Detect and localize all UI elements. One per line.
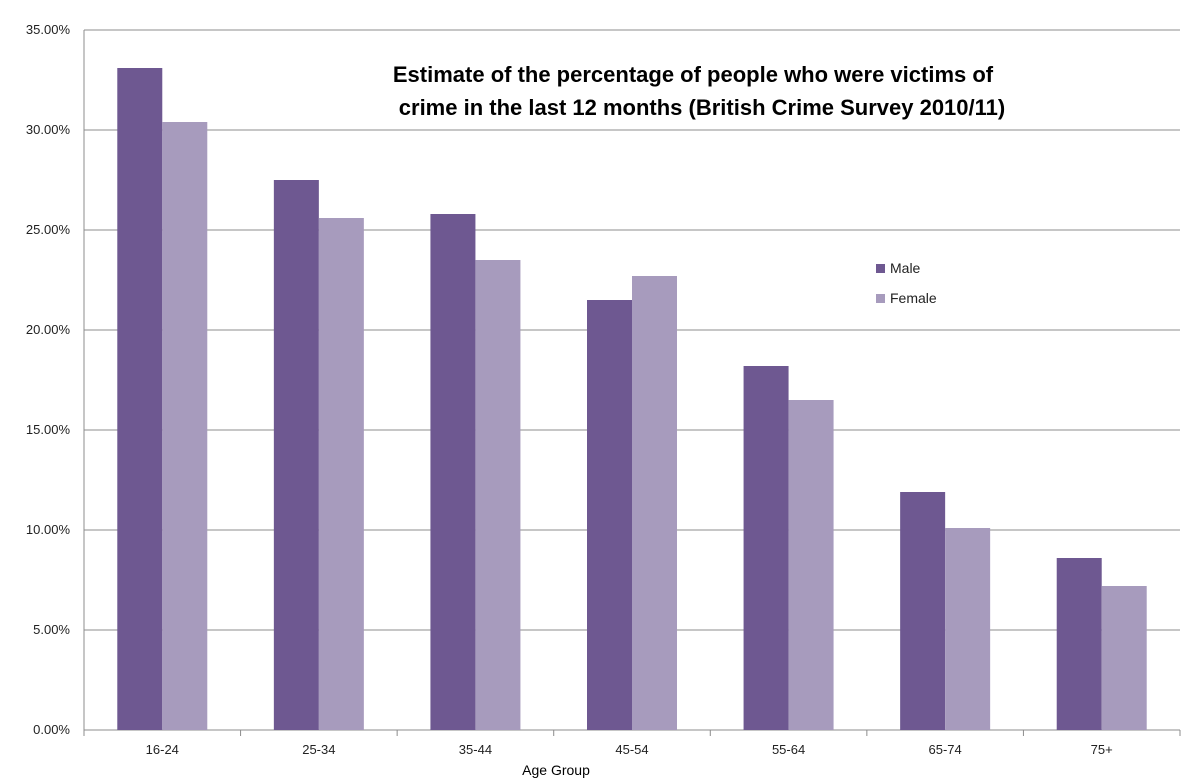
y-tick-label: 30.00% bbox=[26, 122, 71, 137]
legend-item-female: Female bbox=[876, 290, 937, 306]
legend-item-male: Male bbox=[876, 260, 921, 276]
bar-female-16-24 bbox=[162, 122, 208, 730]
bar-male-35-44 bbox=[430, 214, 476, 730]
y-tick-label: 35.00% bbox=[26, 22, 71, 37]
x-tick-label: 55-64 bbox=[772, 742, 805, 757]
x-tick-label: 35-44 bbox=[459, 742, 492, 757]
legend-swatch-female bbox=[876, 294, 885, 303]
legend: Male Female bbox=[876, 260, 937, 306]
x-tick-label: 16-24 bbox=[146, 742, 179, 757]
x-tick-label: 45-54 bbox=[615, 742, 648, 757]
y-tick-label: 20.00% bbox=[26, 322, 71, 337]
bar-male-55-64 bbox=[743, 366, 789, 730]
tick-labels: 0.00% 5.00% 10.00% 15.00% 20.00% 25.00% 30.00%… bbox=[26, 22, 1113, 757]
bar-male-16-24 bbox=[117, 68, 163, 730]
bar-female-55-64 bbox=[788, 400, 834, 730]
legend-label-female: Female bbox=[890, 290, 937, 306]
bar-female-45-54 bbox=[632, 276, 677, 730]
x-tick-label: 75+ bbox=[1091, 742, 1113, 757]
x-tick-label: 65-74 bbox=[929, 742, 962, 757]
y-tick-label: 15.00% bbox=[26, 422, 71, 437]
bar-male-25-34 bbox=[273, 180, 319, 730]
chart-title-line-1: Estimate of the percentage of people who… bbox=[393, 62, 994, 87]
bars bbox=[117, 68, 1147, 730]
legend-swatch-male bbox=[876, 264, 885, 273]
x-axis-label: Age Group bbox=[522, 762, 590, 778]
legend-label-male: Male bbox=[890, 260, 921, 276]
chart-title-line-2: crime in the last 12 months (British Cri… bbox=[399, 95, 1005, 120]
chart-title: Estimate of the percentage of people who… bbox=[393, 62, 1005, 120]
bar-female-75+ bbox=[1101, 586, 1147, 730]
bar-female-25-34 bbox=[318, 218, 364, 730]
y-tick-label: 10.00% bbox=[26, 522, 71, 537]
y-tick-label: 25.00% bbox=[26, 222, 71, 237]
bar-male-75+ bbox=[1056, 558, 1102, 730]
y-tick-label: 0.00% bbox=[33, 722, 70, 737]
bar-male-65-74 bbox=[900, 492, 946, 730]
y-tick-label: 5.00% bbox=[33, 622, 70, 637]
bar-female-35-44 bbox=[475, 260, 521, 730]
bar-female-65-74 bbox=[945, 528, 991, 730]
bar-male-45-54 bbox=[587, 300, 632, 730]
x-tick-label: 25-34 bbox=[302, 742, 335, 757]
